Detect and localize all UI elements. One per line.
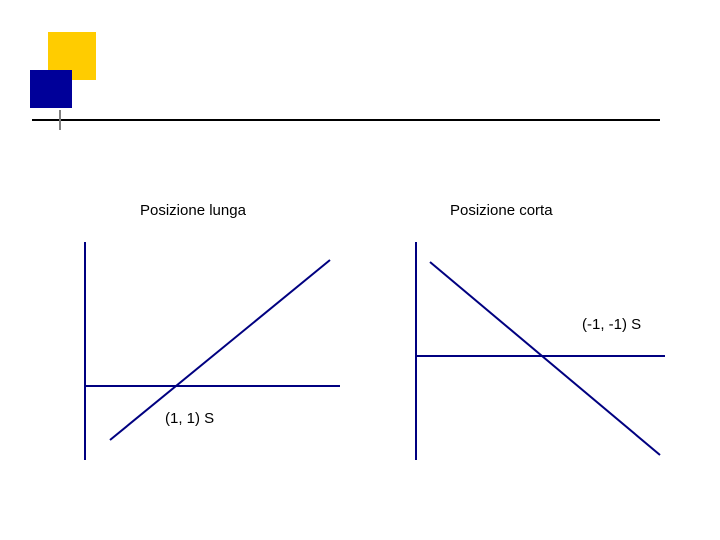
right-chart-title: Posizione corta bbox=[450, 202, 553, 219]
left-chart-title: Posizione lunga bbox=[140, 202, 246, 219]
logo-blue-square bbox=[30, 70, 72, 108]
right-payoff-line bbox=[430, 262, 660, 455]
left-chart-note: (1, 1) S bbox=[165, 410, 214, 427]
left-payoff-line bbox=[110, 260, 330, 440]
diagram-svg bbox=[0, 0, 720, 540]
right-chart-note: (-1, -1) S bbox=[582, 316, 641, 333]
slide-container: { "header": { "logo": { "yellow": { "x":… bbox=[0, 0, 720, 540]
